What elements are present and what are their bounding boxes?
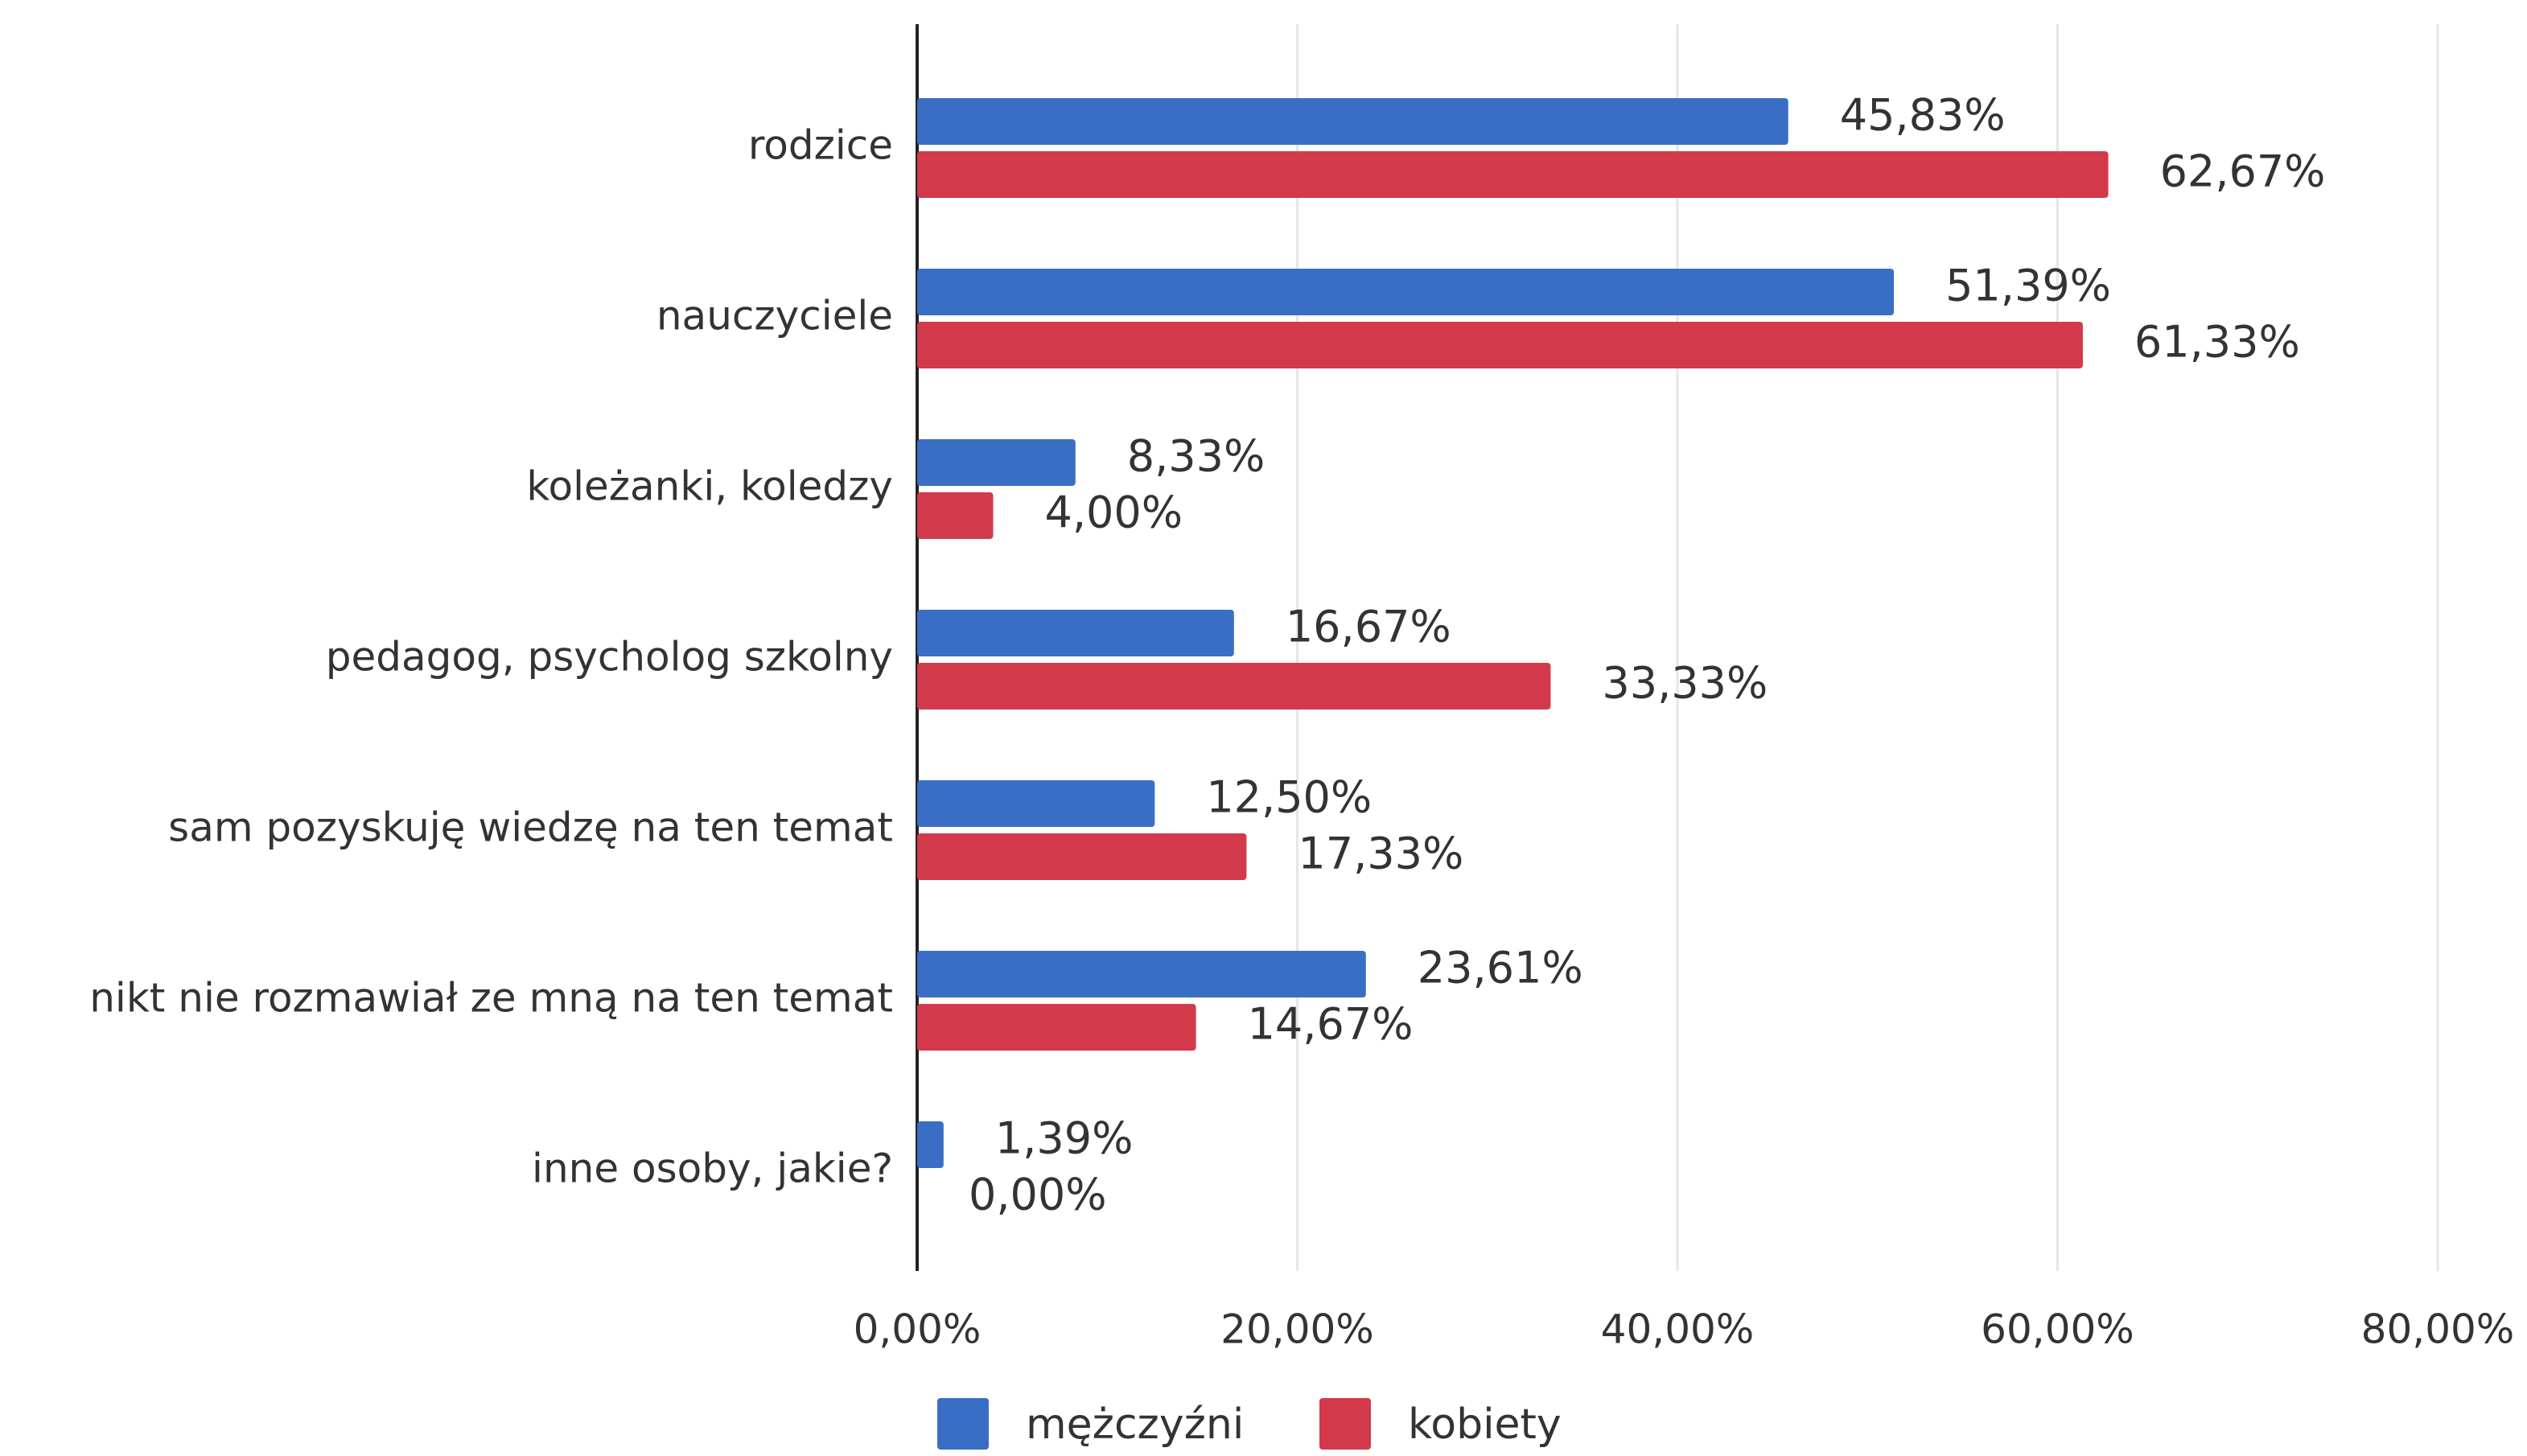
bar: [917, 780, 1155, 827]
legend-label: mężczyźni: [1026, 1400, 1244, 1449]
legend-label: kobiety: [1408, 1400, 1562, 1449]
bar: [917, 951, 1366, 997]
bar: [917, 439, 1076, 486]
category-label: koleżanki, koledzy: [526, 463, 893, 510]
x-tick-label: 60,00%: [1981, 1306, 2134, 1353]
category-label: nikt nie rozmawiał ze mną na ten temat: [89, 975, 893, 1022]
value-label: 1,39%: [995, 1113, 1134, 1164]
value-label: 17,33%: [1298, 829, 1463, 879]
value-label: 33,33%: [1602, 658, 1768, 709]
category-label: rodzice: [748, 122, 893, 169]
value-label: 0,00%: [969, 1170, 1107, 1220]
value-label: 16,67%: [1286, 602, 1451, 652]
value-label: 23,61%: [1418, 943, 1583, 993]
bar: [917, 322, 2083, 368]
bar: [917, 663, 1551, 709]
x-tick-label: 20,00%: [1220, 1306, 1374, 1353]
x-tick-label: 40,00%: [1601, 1306, 1755, 1353]
category-label: inne osoby, jakie?: [532, 1145, 893, 1192]
bar: [917, 610, 1234, 656]
category-label: sam pozyskuję wiedzę na ten temat: [168, 804, 893, 851]
value-label: 12,50%: [1206, 772, 1372, 823]
bar: [917, 833, 1247, 880]
bar: [917, 269, 1895, 315]
bar: [917, 1004, 1196, 1051]
value-label: 51,39%: [1945, 261, 2111, 311]
bar: [917, 98, 1788, 145]
legend-swatch: [1319, 1398, 1371, 1450]
category-label: nauczyciele: [656, 293, 893, 339]
value-label: 62,67%: [2160, 146, 2326, 197]
x-tick-label: 0,00%: [854, 1306, 982, 1353]
x-tick-label: 80,00%: [2361, 1306, 2515, 1353]
value-label: 8,33%: [1127, 431, 1266, 482]
bar: [917, 492, 994, 539]
category-label: pedagog, psycholog szkolny: [326, 634, 893, 681]
value-label: 45,83%: [1840, 90, 2006, 141]
value-label: 14,67%: [1248, 999, 1414, 1050]
legend-swatch: [937, 1398, 989, 1450]
value-label: 61,33%: [2134, 317, 2300, 368]
bar: [917, 1121, 944, 1168]
bar: [917, 151, 2109, 198]
value-label: 4,00%: [1045, 487, 1183, 538]
